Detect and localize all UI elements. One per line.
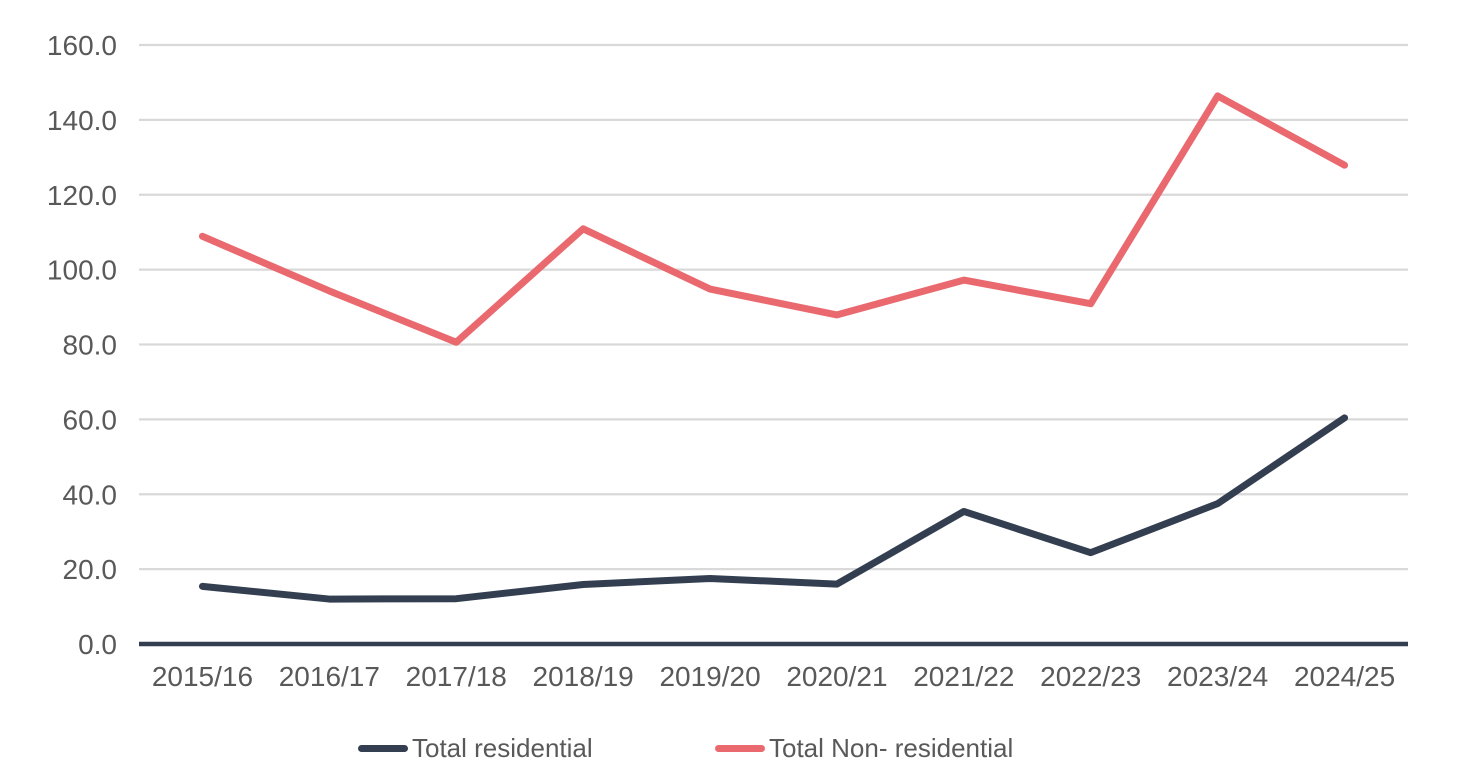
x-axis-tick-label: 2023/24 <box>1167 661 1268 692</box>
y-axis-tick-label: 40.0 <box>63 479 118 510</box>
y-axis-tick-label: 160.0 <box>47 30 117 61</box>
y-axis-tick-label: 80.0 <box>63 330 118 361</box>
y-axis-tick-label: 140.0 <box>47 105 117 136</box>
y-axis-tick-label: 100.0 <box>47 255 117 286</box>
legend-swatch-total-residential <box>358 744 408 752</box>
x-axis-tick-label: 2024/25 <box>1294 661 1395 692</box>
series-line-0 <box>198 414 1349 603</box>
x-axis-tick-label: 2019/20 <box>659 661 760 692</box>
chart-plot-area: 0.0 20.0 40.0 60.0 80.0 100.0 120.0 140.0 160.0 2… <box>47 30 1408 692</box>
series-line-1 <box>198 92 1349 346</box>
legend-item-total-non-residential: Total Non- residential <box>715 730 1013 766</box>
legend-swatch-total-non-residential <box>715 744 765 752</box>
x-axis-tick-label: 2021/22 <box>913 661 1014 692</box>
chart-legend: Total residential Total Non- residential <box>0 730 1484 770</box>
y-axis-tick-label: 120.0 <box>47 180 117 211</box>
x-axis-tick-label: 2016/17 <box>279 661 380 692</box>
x-axis-tick-label: 2017/18 <box>406 661 507 692</box>
legend-item-total-residential: Total residential <box>358 730 593 766</box>
legend-label-total-residential: Total residential <box>412 733 593 763</box>
y-axis-tick-label: 60.0 <box>63 404 118 435</box>
x-axis-tick-label: 2018/19 <box>533 661 634 692</box>
x-axis-tick-label: 2015/16 <box>152 661 253 692</box>
legend-label-total-non-residential: Total Non- residential <box>769 733 1014 763</box>
x-axis-tick-label: 2020/21 <box>786 661 887 692</box>
y-axis-tick-label: 0.0 <box>78 629 117 660</box>
x-axis-tick-label: 2022/23 <box>1040 661 1141 692</box>
y-axis-tick-label: 20.0 <box>63 554 118 585</box>
